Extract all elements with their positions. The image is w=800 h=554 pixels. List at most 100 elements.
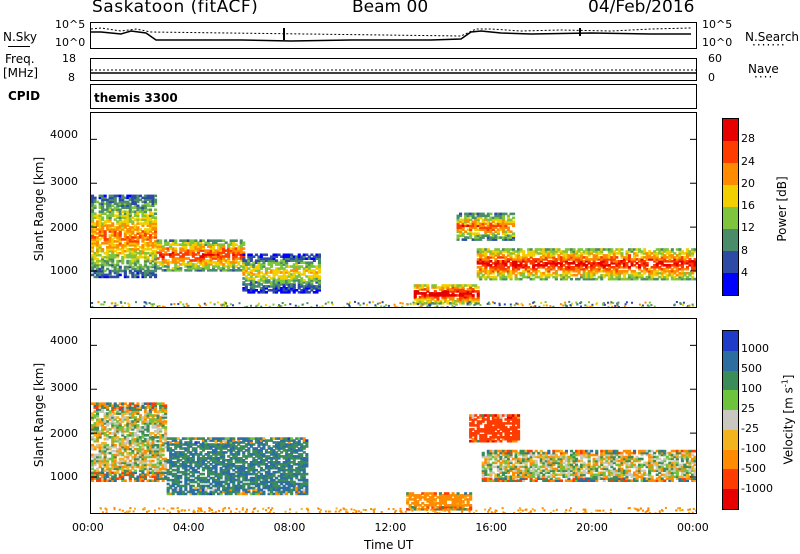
echo-cell (612, 260, 616, 263)
echo-cell (501, 222, 505, 226)
echo-cell (540, 302, 543, 304)
echo-cell (113, 424, 117, 427)
echo-cell (582, 277, 586, 281)
echo-cell (552, 267, 556, 271)
echo-cell (149, 479, 153, 482)
echo-cell (93, 469, 97, 473)
echo-cell (136, 269, 140, 273)
echo-cell (302, 289, 306, 292)
echo-cell (149, 222, 153, 225)
echo-cell (164, 239, 168, 242)
echo-cell (564, 301, 567, 304)
echo-cell (597, 252, 601, 255)
echo-cell (191, 472, 195, 476)
echo-cell (615, 252, 619, 255)
echo-cell (517, 267, 521, 271)
echo-cell (98, 232, 102, 235)
echo-cell (154, 275, 158, 279)
echo-cell (290, 285, 294, 288)
echo-cell (537, 264, 541, 267)
echo-cell (244, 277, 248, 280)
echo-cell (648, 301, 651, 304)
echo-cell (633, 256, 637, 259)
echo-cell (194, 447, 198, 450)
echo-cell (673, 252, 677, 255)
echo-cell (622, 275, 626, 279)
echo-cell (189, 253, 193, 256)
echo-cell (121, 459, 125, 463)
echo-cell (575, 301, 578, 304)
echo-cell (582, 262, 586, 265)
echo-cell (194, 247, 198, 250)
echo-cell (630, 262, 634, 265)
echo-cell (204, 488, 208, 492)
echo-cell (159, 469, 163, 473)
echo-cell (285, 289, 289, 292)
echo-cell (292, 255, 296, 258)
echo-cell (176, 261, 180, 264)
echo-cell (476, 232, 480, 235)
echo-cell (131, 467, 135, 471)
echo-cell (113, 467, 117, 471)
noise-sky-line (91, 30, 691, 42)
echo-cell (501, 230, 505, 233)
echo-cell (101, 265, 105, 269)
echo-cell (517, 256, 521, 259)
echo-cell (607, 271, 611, 275)
echo-cell (209, 257, 213, 260)
echo-cell (196, 265, 200, 268)
echo-cell (519, 271, 523, 275)
echo-cell (559, 252, 563, 255)
echo-cell (106, 208, 110, 212)
echo-cell (486, 224, 490, 228)
echo-cell (118, 214, 122, 217)
echo-cell (98, 238, 102, 241)
echo-cell (663, 275, 667, 279)
echo-cell (106, 273, 110, 277)
echo-cell (459, 218, 463, 222)
echo-cell (174, 439, 178, 442)
echo-cell (255, 305, 258, 307)
echo-cell (479, 228, 483, 231)
echo-cell (96, 477, 100, 480)
echo-cell (154, 439, 158, 443)
echo-cell (123, 471, 127, 475)
echo-cell (111, 212, 115, 215)
echo-cell (597, 248, 601, 251)
echo-cell (126, 424, 130, 427)
echo-cell (469, 230, 473, 233)
echo-cell (615, 256, 619, 259)
echo-cell (181, 447, 185, 450)
echo-cell (262, 263, 266, 266)
echo-cell (412, 303, 415, 306)
echo-cell (633, 254, 637, 257)
echo-cell (224, 463, 228, 466)
echo-cell (141, 447, 145, 451)
echo-cell (126, 222, 130, 225)
echo-cell (116, 465, 120, 469)
echo-cell (201, 478, 205, 482)
echo-cell (151, 443, 155, 447)
echo-cell (96, 467, 100, 471)
echo-cell (217, 453, 221, 456)
echo-cell (219, 484, 223, 488)
echo-cell (106, 404, 110, 407)
echo-cell (270, 277, 274, 280)
echo-cell (658, 271, 662, 275)
echo-cell (517, 271, 521, 275)
echo-cell (138, 451, 142, 455)
echo-cell (212, 445, 216, 448)
echo-cell (297, 283, 301, 286)
echo-cell (123, 242, 127, 245)
echo-cell (219, 472, 223, 476)
echo-cell (393, 303, 396, 306)
echo-cell (514, 277, 518, 281)
echo-cell (517, 260, 521, 263)
echo-cell (136, 206, 140, 210)
echo-cell (582, 271, 586, 275)
echo-cell (113, 449, 117, 453)
echo-cell (176, 474, 180, 478)
echo-cell (204, 249, 208, 252)
echo-cell (194, 492, 198, 496)
echo-cell (123, 210, 127, 213)
